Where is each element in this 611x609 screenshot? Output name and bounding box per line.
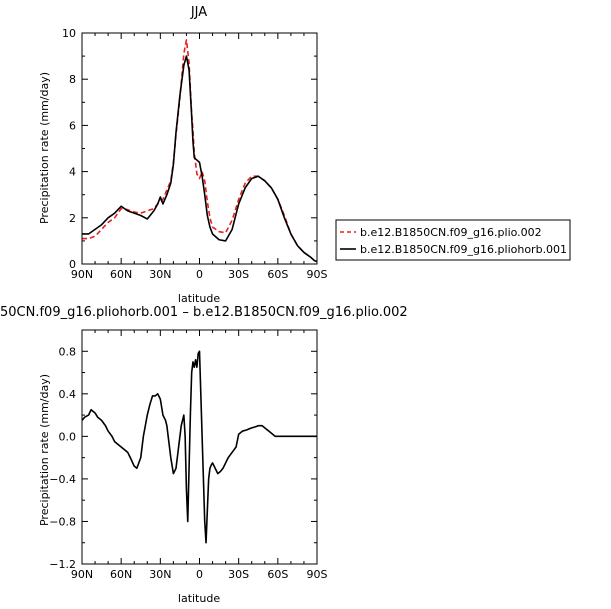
top-x-axis-label: latitude — [178, 292, 220, 305]
top-ticks: 90N 60N 30N 0 30S 60S 90S 0 2 4 6 8 10 — [62, 27, 328, 281]
top-plot-frame — [81, 32, 318, 265]
bottom-ticks: 90N 60N 30N 0 30S 60S 90S −1.2 −0.8 −0.4 0.0 0.4 0.8 — [49, 330, 328, 581]
top-y-tick-label: 2 — [69, 212, 76, 225]
top-x-tick-label: 90S — [307, 268, 328, 281]
bottom-x-tick-label: 60N — [110, 568, 132, 581]
top-panel: JJA Precipitation rate (mm/day) latitude… — [38, 5, 328, 305]
top-x-tick-label: 0 — [196, 268, 203, 281]
top-series — [82, 39, 318, 263]
legend-box — [335, 219, 571, 261]
bottom-panel: 50CN.f09_g16.pliohorb.001 – b.e12.B1850C… — [0, 305, 408, 605]
bottom-series — [81, 350, 317, 544]
bottom-y-tick-label: 0.4 — [59, 388, 77, 401]
bottom-x-tick-label: 30S — [228, 568, 249, 581]
bottom-x-tick-label: 60S — [267, 568, 288, 581]
legend-label-series-1: b.e12.B1850CN.f09_g16.plio.002 — [360, 226, 542, 239]
top-y-tick-label: 8 — [69, 73, 76, 86]
top-x-tick-label: 60N — [110, 268, 132, 281]
top-y-tick-label: 0 — [69, 258, 76, 271]
bottom-plot-frame — [81, 329, 318, 565]
top-chart-title: JJA — [190, 5, 207, 20]
top-y-axis-label: Precipitation rate (mm/day) — [38, 72, 51, 224]
top-y-tick-label: 6 — [69, 119, 76, 132]
bottom-x-tick-label: 90S — [307, 568, 328, 581]
top-y-tick-label: 10 — [62, 27, 76, 40]
bottom-y-tick-label: 0.0 — [59, 430, 77, 443]
legend-label-series-2: b.e12.B1850CN.f09_g16.pliohorb.001 — [360, 243, 567, 256]
top-series-line-2 — [82, 55, 318, 263]
top-x-tick-label: 30N — [149, 268, 171, 281]
top-y-tick-label: 4 — [69, 166, 76, 179]
bottom-y-tick-label: −0.4 — [49, 473, 76, 486]
bottom-y-tick-label: −0.8 — [49, 515, 76, 528]
bottom-x-axis-label: latitude — [178, 592, 220, 605]
top-series-line-1 — [82, 39, 318, 263]
top-x-tick-label: 90N — [71, 268, 93, 281]
bottom-y-tick-label: 0.8 — [59, 345, 77, 358]
bottom-y-tick-label: −1.2 — [49, 558, 76, 571]
bottom-chart-title: 50CN.f09_g16.pliohorb.001 – b.e12.B1850C… — [0, 305, 408, 320]
bottom-x-tick-label: 90N — [71, 568, 93, 581]
top-x-tick-label: 30S — [228, 268, 249, 281]
top-x-tick-label: 60S — [267, 268, 288, 281]
bottom-y-axis-label: Precipitation rate (mm/day) — [38, 374, 51, 526]
legend: b.e12.B1850CN.f09_g16.plio.002 b.e12.B18… — [335, 219, 571, 261]
bottom-series-line-1 — [81, 350, 317, 544]
bottom-x-tick-label: 30N — [149, 568, 171, 581]
bottom-x-tick-label: 0 — [196, 568, 203, 581]
